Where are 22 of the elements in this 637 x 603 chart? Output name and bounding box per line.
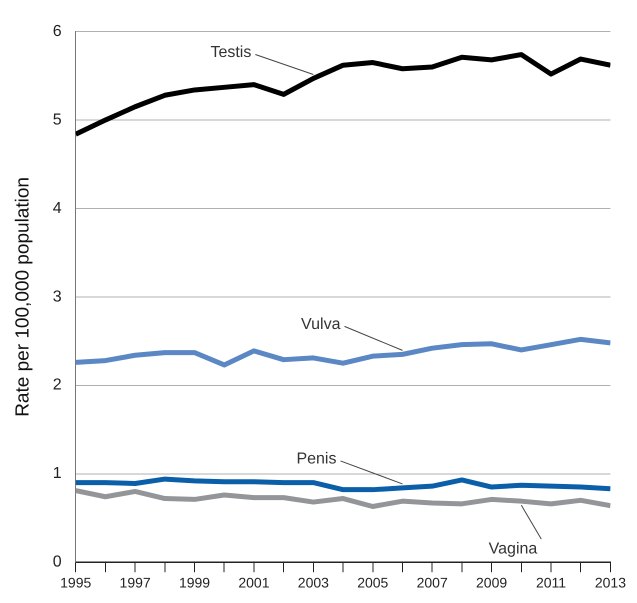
x-tick-label: 1997 <box>120 574 151 590</box>
x-tick-label: 1995 <box>60 574 92 590</box>
series-label: Vulva <box>301 316 341 333</box>
y-axis-title: Rate per 100,000 population <box>12 176 34 417</box>
x-tick-label: 2007 <box>416 574 448 590</box>
series-label: Penis <box>296 450 336 468</box>
y-tick-label: 6 <box>52 23 62 40</box>
x-tick-label: 2001 <box>238 574 270 590</box>
y-tick-label: 5 <box>52 111 62 128</box>
x-tick-label: 2005 <box>357 574 389 590</box>
y-tick-label: 4 <box>52 200 62 217</box>
y-tick-label: 1 <box>52 465 62 482</box>
x-tick-label: 2003 <box>298 574 330 590</box>
y-tick-label: 2 <box>52 376 62 394</box>
x-tick-label: 2013 <box>594 574 626 590</box>
text: Vagina <box>488 540 538 558</box>
x-tick-label: 2009 <box>476 574 508 590</box>
x-tick-label: 1999 <box>178 574 210 590</box>
series-label: Testis <box>210 44 252 61</box>
y-tick-label: 0 <box>52 554 62 571</box>
y-tick-label: 3 <box>52 288 62 306</box>
x-tick-label: 2011 <box>536 574 566 590</box>
